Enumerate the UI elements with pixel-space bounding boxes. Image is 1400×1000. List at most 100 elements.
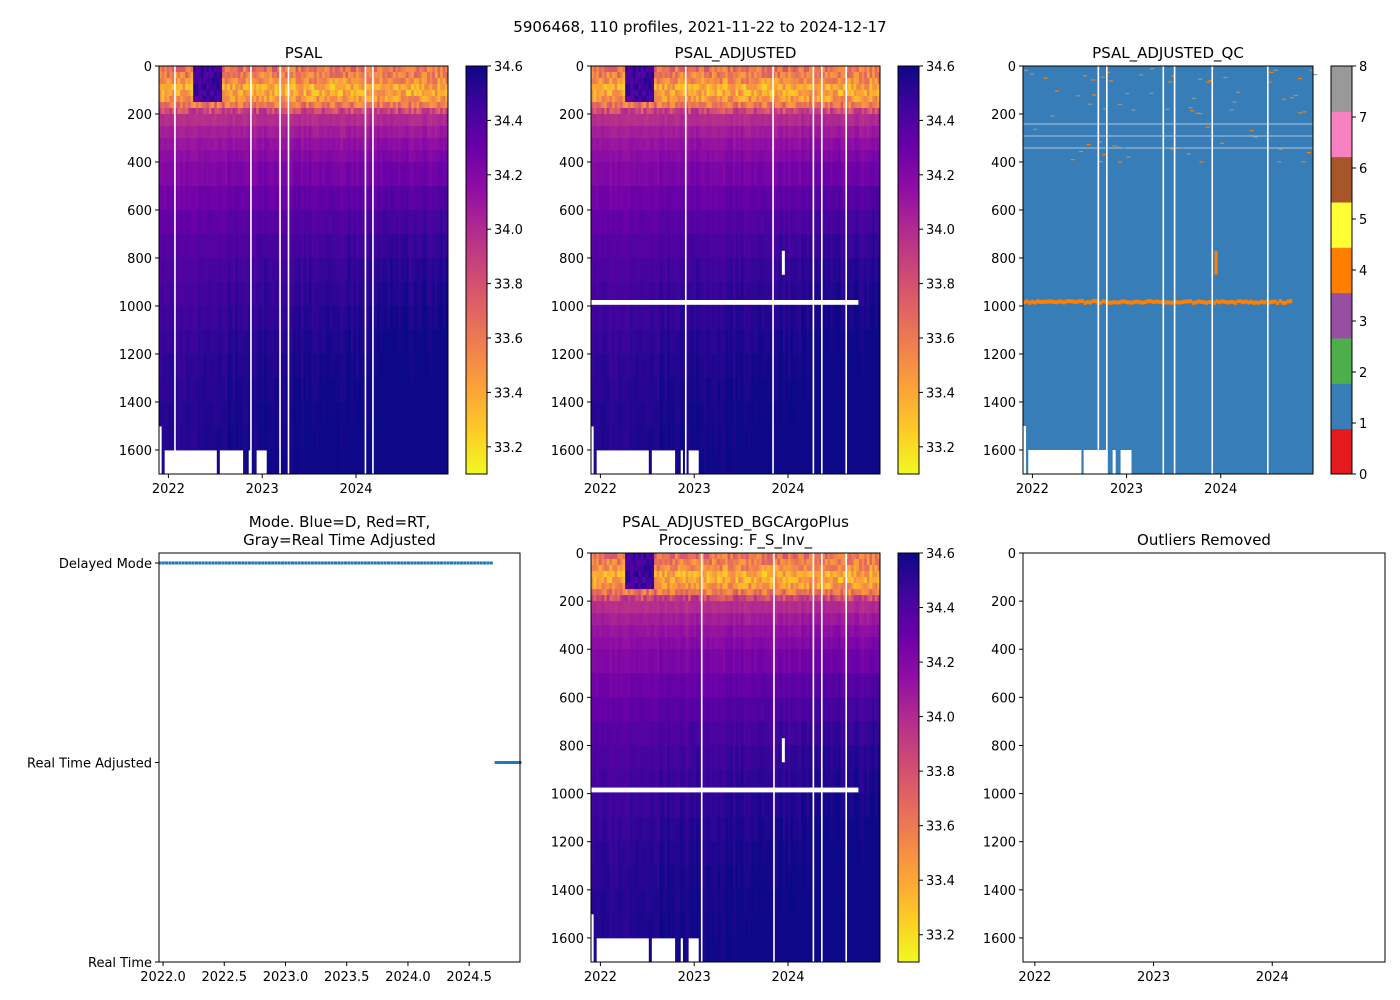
heatmap-cell — [688, 378, 692, 403]
heatmap-cell — [303, 78, 307, 85]
heatmap-cell — [340, 306, 344, 331]
heatmap-cell — [619, 84, 623, 91]
heatmap-cell — [180, 402, 184, 427]
heatmap-cell — [761, 90, 765, 97]
heatmap-cell — [285, 186, 289, 211]
heatmap-cell — [809, 126, 813, 139]
heatmap-cell — [677, 258, 681, 283]
heatmap-cell — [290, 78, 294, 85]
heatmap-cell — [222, 138, 226, 151]
heatmap-cell — [206, 306, 210, 331]
heatmap-cell — [709, 330, 713, 355]
heatmap-cell — [250, 96, 254, 103]
heatmap-cell — [751, 450, 755, 475]
heatmap-cell — [421, 114, 425, 127]
heatmap-cell — [806, 234, 810, 259]
heatmap-cell — [411, 102, 415, 109]
heatmap-cell — [664, 90, 668, 97]
heatmap-cell — [635, 234, 639, 259]
heatmap-cell — [395, 84, 399, 91]
heatmap-cell — [361, 102, 365, 109]
heatmap-cell — [591, 282, 595, 307]
heatmap-cell — [335, 210, 339, 235]
heatmap-cell — [612, 150, 616, 163]
heatmap-cell — [735, 330, 739, 355]
heatmap-cell — [630, 186, 634, 211]
heatmap-cell — [795, 402, 799, 427]
heatmap-cell — [321, 114, 325, 127]
heatmap-cell — [780, 330, 784, 355]
heatmap-cell — [680, 282, 684, 307]
heatmap-cell — [169, 234, 173, 259]
heatmap-cell — [161, 150, 165, 163]
heatmap-cell — [271, 234, 275, 259]
heatmap-cell — [408, 108, 412, 115]
heatmap-cell — [740, 66, 744, 73]
heatmap-cell — [306, 210, 310, 235]
heatmap-cell — [727, 150, 731, 163]
heatmap-cell — [277, 282, 281, 307]
heatmap-cell — [387, 84, 391, 91]
heatmap-cell — [429, 306, 433, 331]
heatmap-cell — [675, 234, 679, 259]
heatmap-cell — [377, 126, 381, 139]
heatmap-cell — [419, 90, 423, 97]
heatmap-cell — [746, 234, 750, 259]
heatmap-cell — [767, 90, 771, 97]
heatmap-cell — [308, 234, 312, 259]
heatmap-cell — [180, 330, 184, 355]
heatmap-cell — [437, 450, 441, 475]
heatmap-cell — [253, 72, 257, 79]
heatmap-cell — [282, 330, 286, 355]
heatmap-cell — [753, 108, 757, 115]
heatmap-cell — [442, 150, 446, 163]
heatmap-cell — [680, 102, 684, 109]
heatmap-cell — [172, 108, 176, 115]
heatmap-cell — [308, 114, 312, 127]
heatmap-cell — [190, 138, 194, 151]
heatmap-cell — [416, 72, 420, 79]
heatmap-cell — [345, 378, 349, 403]
heatmap-cell — [730, 354, 734, 379]
heatmap-cell — [382, 102, 386, 109]
heatmap-cell — [640, 282, 644, 307]
heatmap-cell — [719, 138, 723, 151]
heatmap-cell — [798, 450, 802, 475]
heatmap-cell — [732, 126, 736, 139]
heatmap-cell — [390, 162, 394, 187]
heatmap-cell — [206, 210, 210, 235]
heatmap-cell — [416, 306, 420, 331]
heatmap-cell — [400, 78, 404, 85]
heatmap-cell — [353, 78, 357, 85]
heatmap-cell — [174, 186, 178, 211]
heatmap-cell — [180, 354, 184, 379]
heatmap-cell — [798, 150, 802, 163]
heatmap-cell — [711, 108, 715, 115]
heatmap-cell — [798, 186, 802, 211]
heatmap-cell — [348, 330, 352, 355]
colorbar-bar — [466, 66, 487, 474]
heatmap-cell — [756, 102, 760, 109]
heatmap-cell — [635, 78, 639, 85]
heatmap-cell — [782, 126, 786, 139]
heatmap-cell — [774, 306, 778, 331]
heatmap-cell — [795, 126, 799, 139]
heatmap-cell — [777, 450, 781, 475]
heatmap-cell — [426, 90, 431, 97]
heatmap-cell — [311, 96, 315, 103]
heatmap-cell — [298, 90, 302, 97]
heatmap-cell — [798, 234, 802, 259]
heatmap-cell — [285, 450, 289, 475]
heatmap-cell — [672, 354, 676, 379]
heatmap-cell — [187, 72, 191, 79]
heatmap-cell — [740, 126, 744, 139]
heatmap-cell — [206, 108, 210, 115]
heatmap-cell — [224, 426, 228, 451]
heatmap-cell — [169, 186, 173, 211]
heatmap-cell — [432, 426, 436, 451]
heatmap-cell — [240, 150, 244, 163]
heatmap-cell — [290, 96, 294, 103]
heatmap-cell — [738, 234, 742, 259]
heatmap-cell — [335, 402, 339, 427]
heatmap-cell — [358, 66, 362, 73]
